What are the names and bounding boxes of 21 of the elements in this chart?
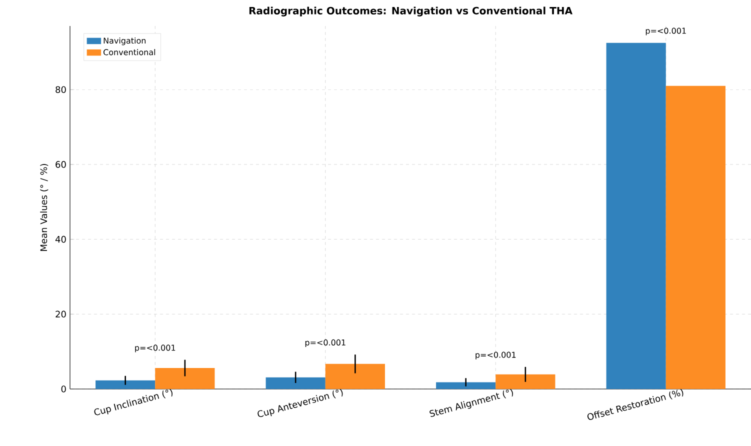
annotation: p=<0.001 [476, 352, 516, 360]
bar [325, 364, 385, 389]
annotation: p=<0.001 [135, 344, 176, 352]
legend-label: Navigation [104, 37, 146, 46]
bar [155, 368, 215, 389]
bar [496, 374, 556, 389]
y-tick-label: 20 [56, 310, 66, 318]
y-tick-label: 80 [56, 86, 66, 94]
legend-label: Conventional [104, 49, 156, 56]
bar [266, 377, 326, 389]
y-tick-label: 0 [61, 386, 66, 392]
annotation: p=<0.001 [305, 339, 346, 348]
chart-title: Radiographic Outcomes: Navigation vs Conventional THA [249, 6, 572, 16]
bar [436, 382, 496, 389]
y-tick-label: 40 [55, 236, 66, 243]
bar [606, 42, 666, 389]
bar [666, 86, 726, 389]
y-axis-title: Mean Values (° / %) [40, 164, 48, 251]
bar [96, 380, 156, 389]
annotation: p=<0.001 [646, 28, 686, 36]
y-tick-label: 60 [56, 161, 66, 168]
